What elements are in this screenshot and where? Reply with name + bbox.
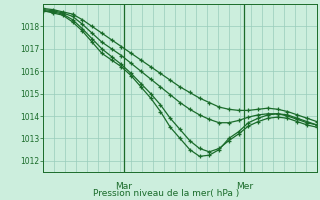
Text: Mar: Mar xyxy=(116,182,132,191)
Text: Mer: Mer xyxy=(236,182,253,191)
Text: Pression niveau de la mer( hPa ): Pression niveau de la mer( hPa ) xyxy=(93,189,240,198)
